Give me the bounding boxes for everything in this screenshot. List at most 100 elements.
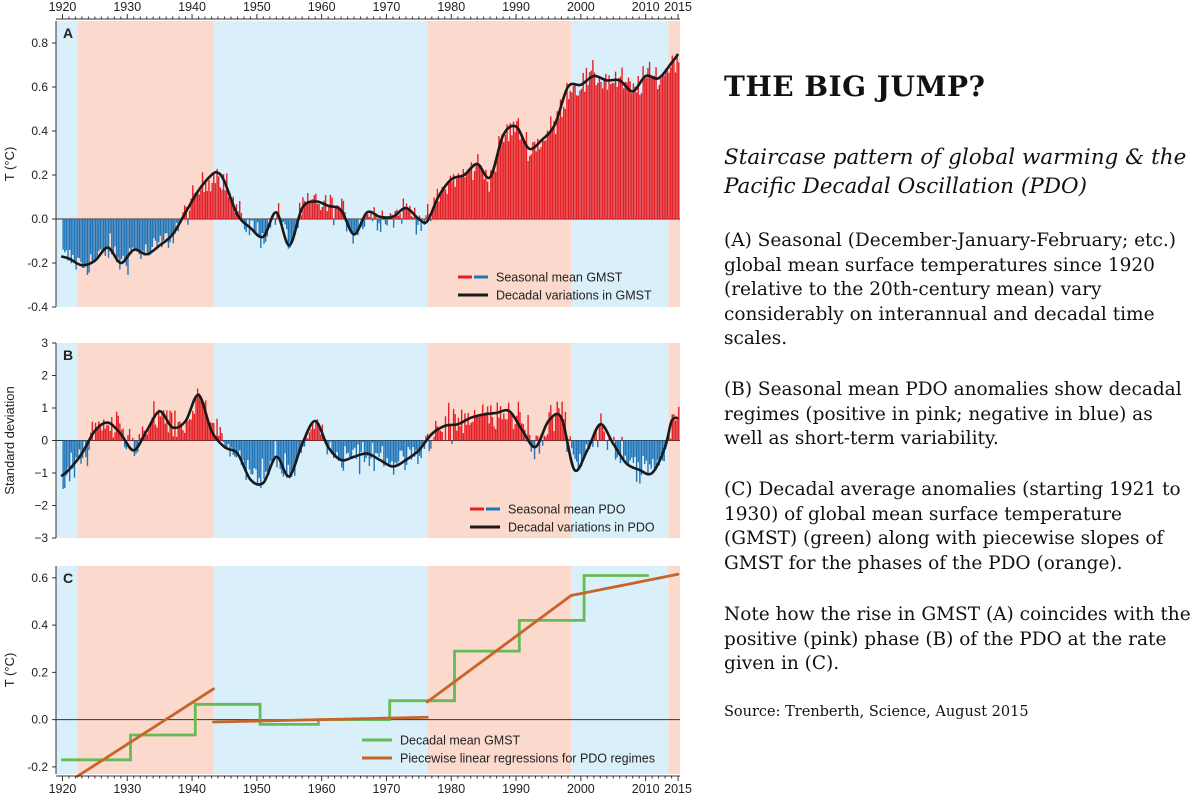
regression-segment: [569, 572, 680, 597]
regime-band: [77, 566, 214, 774]
pdo-bar: [208, 425, 210, 441]
gmst-bar: [371, 219, 374, 222]
x-tick-label: 1930: [113, 782, 141, 796]
gmst-bar: [527, 160, 529, 219]
gmst-bar: [640, 93, 643, 219]
gmst-bar: [627, 77, 630, 219]
gmst-bar: [167, 219, 170, 248]
pdo-bar: [396, 440, 398, 464]
pdo-bar: [650, 440, 652, 469]
pdo-bar: [154, 424, 157, 441]
pdo-bar: [185, 418, 187, 441]
gmst-bar: [276, 214, 278, 219]
panel-letter: B: [63, 347, 73, 363]
gmst-bar: [203, 192, 205, 219]
gmst-bar: [572, 85, 575, 219]
pdo-bar: [331, 440, 333, 455]
gmst-bar: [669, 67, 672, 219]
gmst-bar: [98, 219, 100, 251]
gmst-bar: [341, 198, 343, 219]
gmst-bar: [576, 95, 578, 219]
gmst-bar: [642, 66, 644, 220]
gmst-bar: [418, 215, 421, 219]
pdo-bar: [478, 416, 481, 441]
gmst-bar: [350, 219, 353, 233]
pdo-bar: [579, 440, 581, 454]
x-tick-label: 1970: [373, 0, 401, 14]
gmst-bar: [540, 146, 542, 219]
pdo-bar: [182, 430, 184, 441]
pdo-bar: [337, 440, 340, 461]
pdo-bar: [402, 440, 405, 457]
pdo-bar: [392, 440, 395, 475]
pdo-bar: [367, 440, 369, 456]
gmst-bar: [422, 219, 424, 220]
gmst-bar: [631, 93, 633, 219]
gmst-bar: [653, 75, 656, 219]
gmst-bar: [208, 180, 210, 219]
gmst-bar: [109, 219, 111, 234]
gmst-bar: [600, 81, 602, 219]
pdo-bar: [128, 428, 131, 441]
pdo-bar: [200, 398, 202, 441]
gmst-bar: [564, 108, 567, 219]
gmst-bar: [480, 165, 482, 219]
gmst-bar: [368, 216, 371, 219]
x-axes: 1920 1930 1940 1950 1960 1970 1980 1990 2000 2010…: [49, 0, 692, 796]
gmst-bar: [136, 219, 139, 251]
x-tick-label: 2015: [664, 782, 692, 796]
gmst-bar: [410, 216, 413, 219]
gmst-bar: [227, 197, 230, 219]
pdo-bar: [354, 440, 356, 448]
y-tick-label: −1: [34, 466, 48, 480]
pdo-bar: [655, 440, 657, 471]
gmst-bar: [122, 219, 124, 256]
pdo-bar: [235, 440, 238, 458]
pdo-bar: [371, 440, 374, 443]
gmst-bar: [477, 154, 479, 219]
pdo-bar: [449, 424, 452, 441]
gmst-bar: [253, 219, 256, 234]
gmst-bar: [140, 219, 142, 259]
chart-figure: -0.4 -0.2 0.0 0.2 0.4 0.6 0.8 T (°C) A Seasonal m…: [2, 0, 692, 796]
gmst-bar: [102, 219, 105, 250]
pdo-bar: [188, 419, 191, 441]
gmst-bar: [610, 84, 612, 219]
pdo-bar: [425, 435, 427, 441]
gmst-bar: [358, 219, 361, 220]
gmst-bar: [454, 186, 456, 219]
gmst-bar: [606, 89, 609, 219]
gmst-bar: [663, 75, 665, 219]
gmst-bar: [543, 140, 545, 219]
gmst-bar: [571, 92, 573, 219]
pdo-bar: [78, 440, 81, 450]
gmst-bar: [541, 137, 544, 219]
pdo-bar: [546, 434, 549, 441]
pdo-bar: [250, 440, 252, 475]
pdo-bar: [386, 440, 388, 459]
pdo-bar: [145, 430, 147, 441]
pdo-bar: [107, 425, 110, 441]
gmst-bar: [261, 219, 264, 234]
gmst-bar: [621, 67, 623, 220]
pdo-bar: [298, 440, 301, 452]
pdo-bar: [485, 412, 487, 441]
gmst-bar: [634, 86, 636, 219]
gmst-bar: [582, 72, 584, 219]
pdo-bar: [430, 440, 432, 449]
pdo-bar: [587, 440, 589, 447]
gmst-bar: [286, 219, 288, 230]
y-tick-label: 0.0: [31, 212, 48, 226]
gmst-bar: [169, 219, 171, 243]
gmst-bar: [166, 219, 168, 234]
pdo-bar: [613, 436, 615, 441]
gmst-bar: [449, 175, 452, 219]
gmst-bar: [558, 118, 560, 219]
gmst-bar: [217, 176, 220, 219]
pdo-bar: [68, 440, 71, 482]
gmst-bar: [550, 116, 552, 219]
y-axis-label: T (°C): [2, 147, 17, 182]
gmst-bar: [128, 219, 131, 249]
pdo-bar: [619, 440, 622, 464]
gmst-bar: [401, 219, 403, 224]
